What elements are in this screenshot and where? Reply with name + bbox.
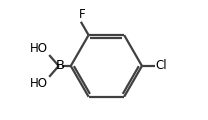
Text: F: F [79,8,85,21]
Text: HO: HO [30,42,48,55]
Text: B: B [56,59,65,72]
Text: Cl: Cl [156,59,167,72]
Text: HO: HO [30,77,48,90]
